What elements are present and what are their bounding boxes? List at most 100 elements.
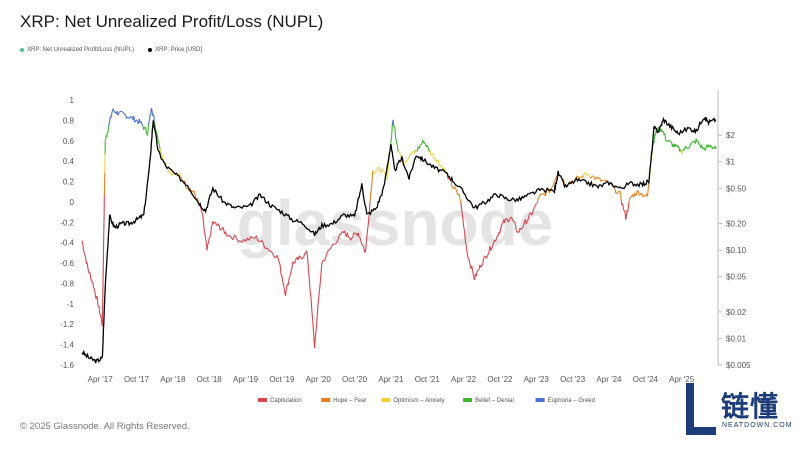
nupl-segment: [465, 246, 468, 254]
nupl-segment: [432, 153, 435, 159]
nupl-segment: [684, 145, 687, 148]
nupl-segment: [252, 237, 255, 240]
nupl-segment: [299, 255, 302, 259]
nupl-segment: [206, 244, 209, 251]
nupl-segment: [129, 116, 132, 119]
nupl-segment: [418, 145, 421, 149]
nupl-segment: [325, 251, 328, 258]
nupl-segment: [215, 222, 217, 226]
nupl-segment: [200, 208, 203, 213]
legend-label-price: XRP: Price [USD]: [155, 47, 203, 53]
nupl-segment: [503, 218, 506, 223]
nupl-segment: [588, 174, 591, 178]
nupl-segment: [86, 262, 89, 268]
nupl-segment: [563, 179, 565, 185]
nupl-segment: [628, 199, 631, 203]
nupl-segment: [374, 171, 376, 174]
nupl-segment: [194, 193, 197, 197]
zone-legend-swatch: [258, 398, 267, 402]
nupl-segment: [407, 157, 409, 161]
nupl-segment: [210, 225, 213, 227]
x-tick-label: Apr '24: [596, 375, 622, 384]
nupl-segment: [120, 110, 123, 113]
nupl-segment: [596, 176, 599, 179]
nupl-segment: [533, 207, 535, 210]
nupl-segment: [687, 147, 690, 150]
nupl-segment: [133, 115, 136, 123]
copyright-text: © 2025 Glassnode. All Rights Reserved.: [20, 421, 190, 432]
nupl-segment: [222, 226, 225, 231]
nupl-segment: [350, 237, 353, 241]
nupl-segment: [83, 252, 86, 255]
nupl-segment: [553, 181, 555, 186]
nupl-segment: [186, 187, 188, 190]
nupl-segment: [426, 144, 429, 148]
axes: 1 0.8 0.6 0.4 0.2 0 -0.2 -0.4 -0.6 -0.8 -1 -1.2 -1.4…: [60, 90, 751, 384]
nupl-segment: [681, 151, 684, 155]
nupl-segment: [141, 124, 144, 127]
price-path: [81, 116, 717, 364]
nupl-segment: [281, 276, 284, 283]
nupl-segment: [472, 271, 475, 277]
nupl-segment: [494, 238, 497, 242]
nupl-segment: [485, 256, 488, 259]
nupl-segment: [714, 145, 717, 150]
x-tick-label: Oct '22: [487, 375, 513, 384]
nupl-segment: [462, 217, 465, 226]
y-left-tick-label: -1: [67, 300, 75, 309]
nupl-segment: [629, 196, 632, 198]
legend-item-nupl[interactable]: XRP: Net Unrealized Profit/Loss (NUPL): [20, 47, 134, 53]
nupl-segment: [627, 202, 630, 210]
nupl-segment: [670, 141, 673, 144]
nupl-segment: [241, 239, 245, 243]
nupl-segment: [178, 172, 181, 176]
nupl-segment: [310, 297, 313, 311]
nupl-segment: [128, 117, 131, 119]
nupl-segment: [112, 108, 115, 112]
x-tick-label: Oct '18: [197, 375, 223, 384]
legend-item-price[interactable]: XRP: Price [USD]: [148, 47, 202, 53]
nupl-segment: [364, 241, 367, 253]
nupl-segment: [284, 288, 287, 296]
nupl-segment: [360, 241, 363, 245]
series-legend: XRP: Net Unrealized Profit/Loss (NUPL) X…: [20, 47, 202, 53]
nupl-segment: [122, 111, 125, 114]
nupl-segment: [203, 227, 206, 232]
nupl-segment: [295, 257, 297, 261]
nupl-segment: [261, 240, 264, 244]
nupl-segment: [486, 254, 489, 258]
nupl-segment: [467, 258, 470, 260]
x-tick-label: Apr '25: [669, 375, 695, 384]
y-right-tick-label: $0.10: [726, 246, 747, 255]
nupl-segment: [637, 190, 640, 196]
nupl-segment: [320, 262, 323, 275]
nupl-segment: [108, 120, 111, 123]
x-tick-label: Oct '23: [560, 375, 586, 384]
nupl-segment: [508, 218, 511, 221]
y-left-tick-label: -1.4: [60, 341, 74, 350]
nupl-segment: [248, 236, 252, 241]
nupl-segment: [397, 146, 399, 152]
nupl-segment: [461, 210, 464, 218]
nupl-segment: [213, 221, 216, 224]
nupl-segment: [491, 245, 494, 249]
nupl-segment: [82, 249, 85, 253]
nupl-segment: [525, 220, 528, 225]
nupl-segment: [435, 160, 438, 163]
zone-legend-label: Belief – Denial: [475, 398, 514, 404]
nupl-segment: [190, 190, 193, 193]
nupl-segment: [292, 261, 295, 263]
nupl-segment: [582, 172, 585, 178]
legend-swatch-nupl: [20, 48, 24, 52]
nupl-segment: [688, 146, 691, 149]
nupl-segment: [475, 271, 478, 277]
nupl-segment: [497, 231, 500, 237]
x-tick-label: Apr '21: [378, 375, 404, 384]
nupl-segment: [403, 163, 406, 165]
x-tick-label: Apr '19: [233, 375, 259, 384]
zone-legend-swatch: [535, 398, 545, 402]
nupl-segment: [363, 247, 366, 253]
nupl-segment: [513, 221, 516, 225]
y-left-tick-label: -0.8: [60, 279, 74, 288]
nupl-segment: [598, 177, 602, 182]
